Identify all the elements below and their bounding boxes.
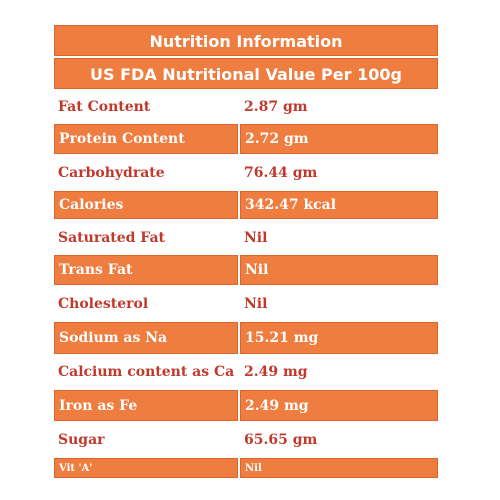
row-label: Fat Content — [54, 91, 238, 123]
row-value: 2.87 gm — [240, 91, 438, 123]
row-value: 342.47 kcal — [240, 191, 438, 219]
row-label: Vit 'A' — [54, 458, 238, 478]
row-label: Calories — [54, 191, 238, 219]
row-value: 65.65 gm — [240, 423, 438, 456]
row-value: Nil — [240, 255, 438, 285]
table-row: Sugar 65.65 gm — [54, 423, 438, 456]
row-value: 2.49 mg — [240, 356, 438, 388]
row-label: Saturated Fat — [54, 221, 238, 254]
row-label: Trans Fat — [54, 255, 238, 285]
row-value: Nil — [240, 221, 438, 254]
table-row: Carbohydrate 76.44 gm — [54, 156, 438, 190]
row-value: Nil — [240, 458, 438, 478]
row-value: 76.44 gm — [240, 156, 438, 190]
table-row: Iron as Fe 2.49 mg — [54, 390, 438, 421]
table-row: Vit 'A' Nil — [54, 458, 438, 478]
table-row: Calcium content as Ca 2.49 mg — [54, 356, 438, 388]
table-row: Fat Content 2.87 gm — [54, 91, 438, 123]
row-label: Sugar — [54, 423, 238, 456]
table-row: Saturated Fat Nil — [54, 221, 438, 254]
table-row: Cholesterol Nil — [54, 287, 438, 320]
row-label: Calcium content as Ca — [54, 356, 238, 388]
row-label: Cholesterol — [54, 287, 238, 320]
row-value: 15.21 mg — [240, 322, 438, 354]
nutrition-table: Nutrition Information US FDA Nutritional… — [54, 25, 438, 480]
row-label: Carbohydrate — [54, 156, 238, 190]
table-title: Nutrition Information — [54, 25, 438, 56]
row-value: 2.72 gm — [240, 124, 438, 154]
row-label: Iron as Fe — [54, 390, 238, 421]
table-row: Sodium as Na 15.21 mg — [54, 322, 438, 354]
row-value: Nil — [240, 287, 438, 320]
table-row: Protein Content 2.72 gm — [54, 124, 438, 154]
row-value: 2.49 mg — [240, 390, 438, 421]
table-row: Calories 342.47 kcal — [54, 191, 438, 219]
table-row: Trans Fat Nil — [54, 255, 438, 285]
row-label: Sodium as Na — [54, 322, 238, 354]
row-label: Protein Content — [54, 124, 238, 154]
table-subtitle: US FDA Nutritional Value Per 100g — [54, 58, 438, 89]
